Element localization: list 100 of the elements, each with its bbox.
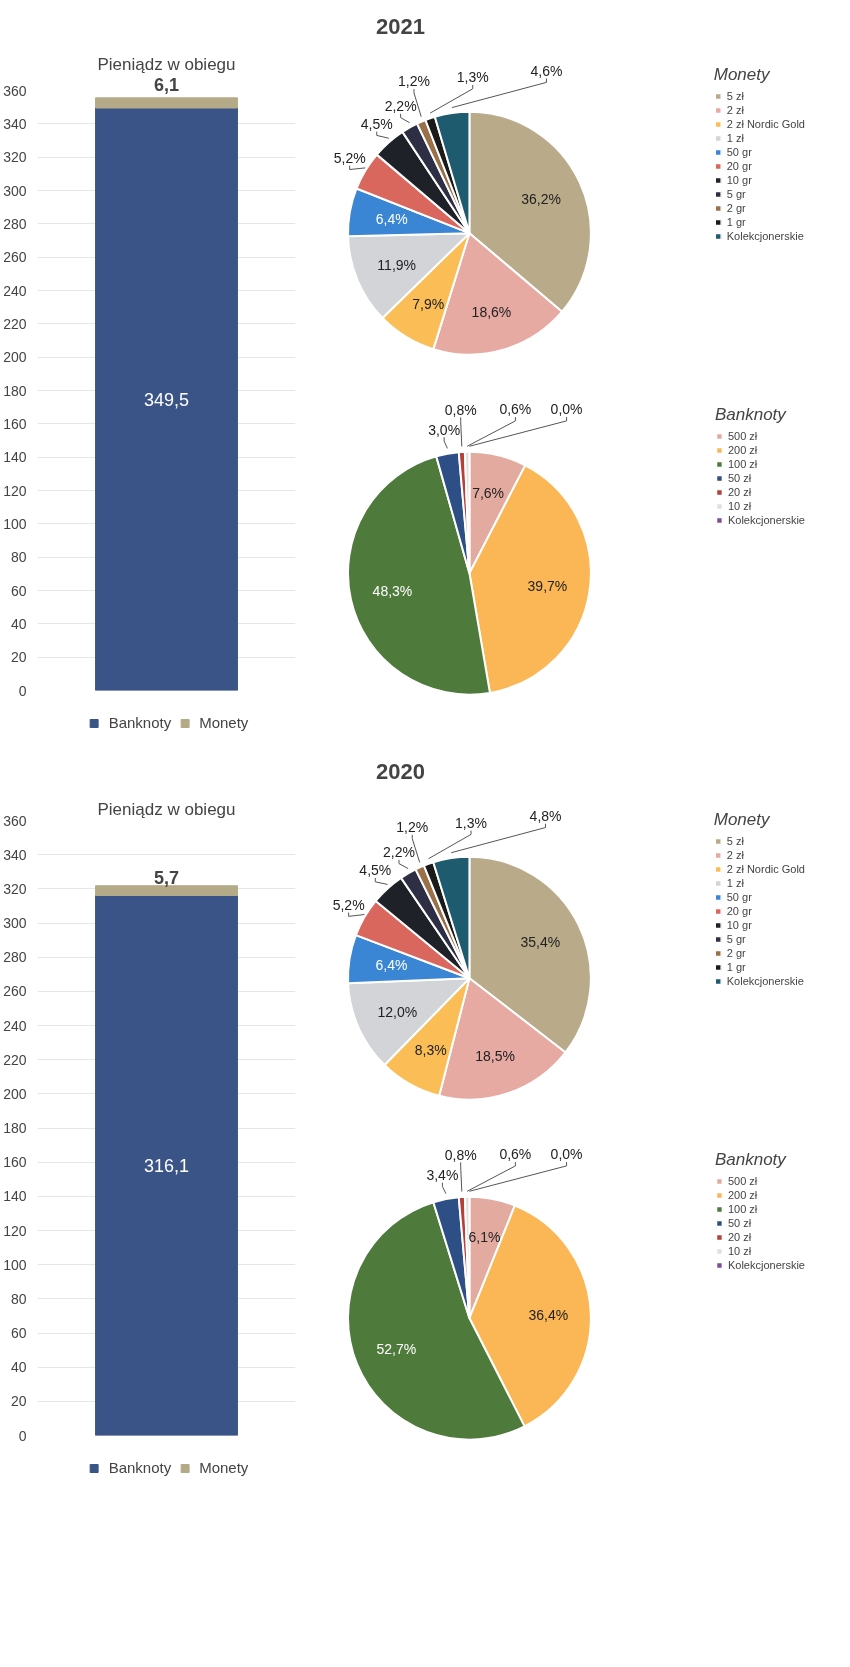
y-tick-label: 220 — [3, 1051, 27, 1068]
y-tick-label: 320 — [3, 149, 27, 166]
y-tick-label: 20 — [10, 649, 27, 666]
y-tick-label: 200 — [3, 1085, 27, 1102]
y-tick-label: 260 — [3, 983, 27, 1000]
legend-label: Banknoty — [108, 714, 172, 731]
y-tick-label: 220 — [3, 315, 27, 332]
y-tick-label: 200 — [3, 349, 27, 366]
data-label: 2,2% — [384, 98, 417, 115]
legend-label: 50 zł — [727, 1217, 752, 1229]
legend-label: 500 zł — [727, 430, 758, 442]
legend-label: Monety — [199, 1459, 249, 1476]
data-label: 1,2% — [396, 819, 429, 836]
y-tick-label: 0 — [18, 1427, 27, 1444]
legend-label: 50 gr — [726, 146, 752, 158]
legend-label: Monety — [199, 714, 249, 731]
legend-title: Monety — [713, 810, 771, 830]
y-tick-label: 140 — [3, 1188, 27, 1205]
y-tick-label: 80 — [10, 1290, 27, 1307]
text: 2020 — [376, 758, 425, 784]
data-label: 36,2% — [521, 190, 561, 207]
legend-label: Kolekcjonerskie — [727, 514, 805, 526]
data-label: 18,5% — [475, 1048, 515, 1065]
y-tick-label: 360 — [3, 812, 27, 829]
y-tick-label: 240 — [3, 1017, 27, 1034]
data-label: 36,4% — [528, 1306, 569, 1323]
legend-title: Monety — [713, 65, 771, 85]
chart-title: Pieniądz w obiegu — [97, 54, 236, 74]
legend-label: 20 gr — [726, 160, 752, 172]
data-label: 5,2% — [332, 896, 365, 913]
y-tick-label: 300 — [3, 182, 27, 199]
data-label: 6,1 — [153, 74, 180, 95]
legend-label: 1 gr — [726, 216, 747, 228]
legend-label: 20 zł — [727, 486, 752, 498]
legend-label: 100 zł — [727, 458, 758, 470]
legend-title: Banknoty — [714, 1150, 788, 1170]
data-label: 0,6% — [499, 1146, 532, 1163]
legend-label: 200 zł — [727, 444, 758, 456]
y-tick-label: 180 — [3, 382, 27, 399]
y-tick-label: 40 — [10, 1359, 27, 1376]
data-label: 52,7% — [376, 1341, 417, 1358]
data-label: 8,3% — [414, 1042, 447, 1059]
legend-label: 2 zł Nordic Gold — [726, 863, 805, 875]
data-label: 349,5 — [143, 389, 190, 410]
y-tick-label: 60 — [10, 582, 27, 599]
data-label: 0,8% — [444, 1146, 477, 1163]
data-label: 1,2% — [398, 73, 430, 90]
legend-label: 200 zł — [727, 1189, 758, 1201]
legend-label: 5 gr — [726, 933, 747, 945]
legend-label: 2 zł — [726, 849, 745, 861]
y-tick-label: 160 — [3, 1154, 27, 1171]
legend-label: 2 zł Nordic Gold — [726, 118, 805, 130]
legend-label: Banknoty — [108, 1459, 172, 1476]
data-label: 316,1 — [143, 1156, 190, 1176]
y-tick-label: 320 — [3, 880, 27, 897]
y-tick-label: 80 — [10, 549, 27, 566]
legend-label: 50 zł — [727, 472, 752, 484]
text: 2021 — [376, 13, 425, 39]
y-tick-label: 120 — [3, 482, 27, 499]
y-tick-label: 20 — [10, 1393, 27, 1410]
text: 0,0% — [550, 401, 583, 418]
legend-label: 5 zł — [726, 835, 745, 847]
data-label: 39,7% — [527, 577, 568, 594]
data-label: 0,6% — [499, 401, 532, 418]
legend-label: 1 zł — [726, 132, 745, 144]
legend-label: 20 zł — [727, 1231, 752, 1243]
legend-label: Kolekcjonerskie — [726, 230, 804, 242]
y-tick-label: 340 — [3, 846, 27, 863]
legend-label: 1 gr — [726, 961, 747, 973]
data-label: 1,3% — [455, 814, 487, 831]
legend-label: 1 zł — [726, 877, 745, 889]
y-tick-label: 60 — [10, 1325, 27, 1341]
legend-label: 100 zł — [727, 1203, 758, 1215]
legend-label: 5 zł — [726, 90, 745, 102]
y-tick-label: 260 — [3, 249, 27, 266]
data-label: 0,8% — [444, 401, 477, 418]
data-label: 5,7 — [153, 867, 180, 888]
data-label: 3,0% — [428, 421, 461, 438]
data-label: 6,1% — [468, 1229, 501, 1246]
data-label: 12,0% — [377, 1003, 418, 1020]
data-label: 4,8% — [529, 808, 562, 825]
legend-label: 20 gr — [726, 905, 752, 917]
data-label: 1,3% — [456, 69, 489, 86]
y-tick-label: 280 — [3, 215, 27, 232]
data-label: 4,5% — [359, 862, 392, 879]
data-label: 3,4% — [426, 1166, 459, 1183]
legend-label: 2 gr — [726, 202, 747, 214]
data-label: 4,6% — [530, 62, 563, 79]
y-tick-label: 40 — [10, 615, 27, 632]
data-label: 48,3% — [372, 583, 413, 600]
data-label: 2,2% — [383, 844, 415, 861]
legend-label: 5 gr — [726, 188, 747, 200]
y-tick-label: 360 — [3, 82, 27, 99]
legend-label: 10 zł — [727, 1245, 752, 1257]
data-label: 35,4% — [520, 933, 561, 950]
y-tick-label: 280 — [3, 949, 27, 966]
y-tick-label: 180 — [3, 1120, 27, 1136]
y-tick-label: 160 — [3, 415, 27, 432]
data-label: 7,6% — [472, 485, 505, 502]
legend-label: 10 gr — [726, 919, 752, 931]
